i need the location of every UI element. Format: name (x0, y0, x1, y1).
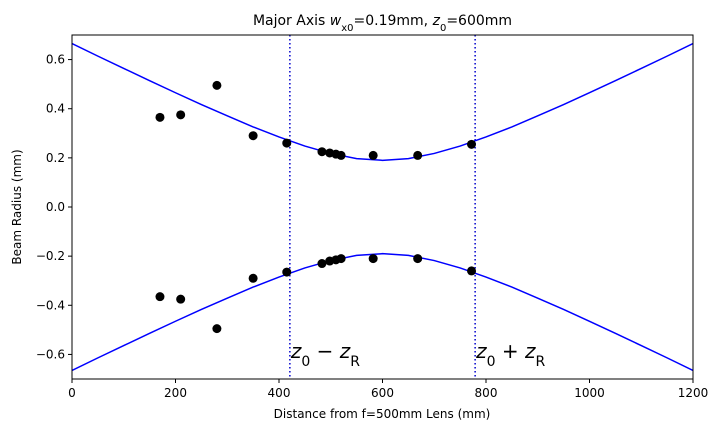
axes-frame (71, 34, 694, 380)
data-point (155, 112, 165, 122)
text-part: z (524, 339, 536, 363)
text-part: z (290, 339, 302, 363)
data-point (368, 150, 378, 160)
text-part: z (339, 339, 351, 363)
text-part: =0.19mm, (354, 13, 433, 29)
x-tick-label: 200 (164, 386, 187, 400)
text-part: 0 (301, 354, 310, 370)
data-point (317, 147, 327, 157)
x-tick-label: 0 (68, 386, 76, 400)
data-point (336, 150, 346, 160)
y-tick-label: 0.6 (46, 53, 65, 67)
x-tick-label: 1000 (574, 386, 605, 400)
data-point (336, 254, 346, 264)
text-part: 0 (487, 354, 496, 370)
data-point (368, 254, 378, 264)
y-tick-label: 0.2 (46, 151, 65, 165)
annotation: z0 + zR (475, 339, 545, 370)
text-part: 0 (440, 23, 446, 34)
text-part: R (350, 354, 360, 370)
text-part: z (475, 339, 487, 363)
x-tick-label: 400 (268, 386, 291, 400)
text-part: − (310, 339, 339, 363)
data-point (155, 292, 165, 302)
data-point (176, 294, 186, 304)
y-axis-label: Beam Radius (mm) (10, 149, 24, 264)
x-tick-label: 1200 (678, 386, 709, 400)
plot-area (72, 42, 693, 372)
data-point (212, 324, 222, 334)
text-part: + (496, 339, 525, 363)
x-tick-label: 800 (475, 386, 498, 400)
text-part: z (432, 13, 441, 29)
text-part: x0 (341, 23, 353, 34)
y-tick-label: −0.4 (36, 298, 65, 312)
x-axis-label: Distance from f=500mm Lens (mm) (274, 407, 491, 421)
text-part: w (330, 13, 342, 29)
data-point (413, 254, 423, 264)
fit-curve (72, 252, 693, 372)
y-tick-label: 0.0 (46, 200, 65, 214)
data-point (176, 110, 186, 120)
text-part: Major Axis (253, 13, 330, 29)
data-point (248, 273, 258, 283)
data-point (282, 267, 292, 277)
text-part: R (536, 354, 546, 370)
data-point (413, 150, 423, 160)
data-point (212, 80, 222, 90)
data-point (467, 266, 477, 276)
y-tick-label: −0.2 (36, 249, 65, 263)
annotation: z0 − zR (290, 339, 360, 370)
data-point (467, 139, 477, 149)
data-point (248, 131, 258, 141)
chart-title: Major Axis wx0=0.19mm, z0=600mm (253, 13, 512, 34)
y-tick-label: −0.6 (36, 347, 65, 361)
data-point (282, 138, 292, 148)
y-tick-label: 0.4 (46, 102, 65, 116)
fit-curve (72, 42, 693, 162)
x-tick-label: 600 (371, 386, 394, 400)
data-point (317, 259, 327, 269)
text-part: =600mm (446, 13, 512, 29)
